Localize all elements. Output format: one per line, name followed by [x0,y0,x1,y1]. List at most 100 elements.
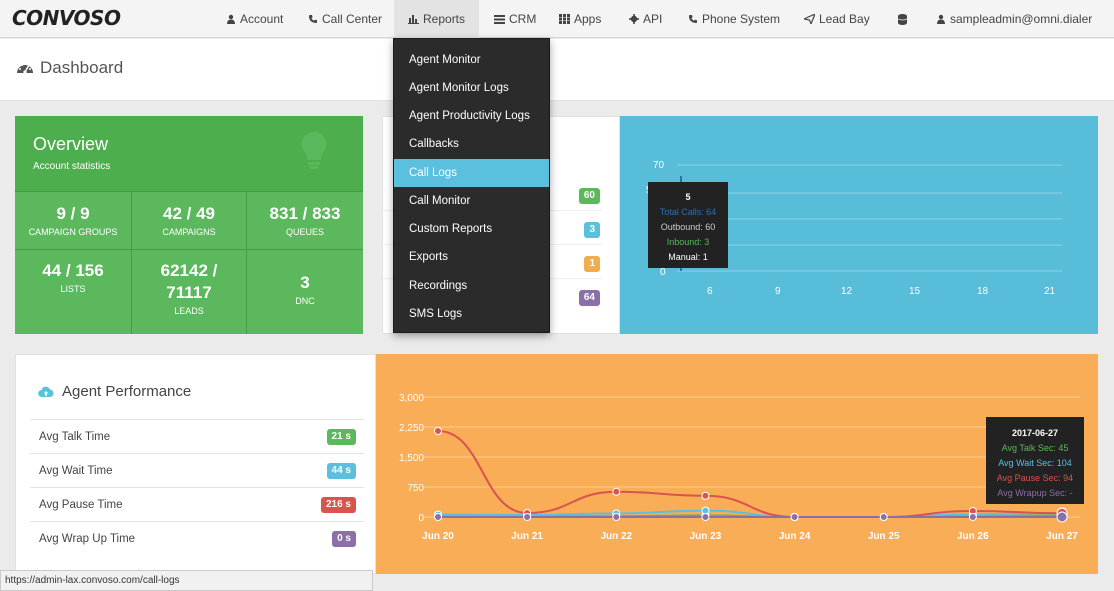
y-tick-label: 750 [407,483,424,494]
phone-icon [309,15,317,23]
nav-account[interactable]: Account [226,0,283,38]
agent-chart-svg: 3,000 2,250 1,500 750 0 Jun 20 Jun 21 Jun 22 Jun… [399,393,1080,542]
nav-crm-label: CRM [509,12,537,26]
x-tick-label: Jun 20 [422,531,454,542]
top-navbar: CONVOSO Account Call Center Reports CRM … [0,0,1114,38]
metric-badge: 21 s [326,429,356,445]
data-point [1056,511,1068,523]
x-tick-label: Jun 22 [600,531,632,542]
x-tick-label: Jun 24 [779,531,811,542]
nav-lead-bay[interactable]: Lead Bay [804,0,870,38]
data-point [612,487,621,496]
phone-icon [689,15,697,23]
overview-title: Overview [33,134,109,154]
menu-item-call-monitor[interactable]: Call Monitor [409,195,471,207]
stat-leads[interactable]: 62142 / 71117 LEADS [132,250,247,334]
stat-campaigns[interactable]: 42 / 49 CAMPAIGNS [132,192,247,250]
tooltip-outbound: Outbound: 60 [660,222,716,232]
database-icon [898,13,907,25]
stat-dnc[interactable]: 3 DNC [295,273,315,306]
data-point [434,427,442,435]
stat-campaign-groups[interactable]: 9 / 9 CAMPAIGN GROUPS [15,192,132,250]
user-icon [937,14,945,24]
agent-chart-tooltip: 2017-06-27 Avg Talk Sec: 45 Avg Wait Sec… [986,417,1084,504]
tooltip-date: 2017-06-27 [1011,428,1059,438]
metric-label: Avg Pause Time [39,499,123,511]
menu-item-call-logs[interactable]: Call Logs [394,159,549,187]
gear-icon [629,14,639,24]
data-point [523,513,532,521]
x-tick-label: Jun 21 [511,531,543,542]
nav-call-center[interactable]: Call Center [308,0,382,38]
menu-item-sms-logs[interactable]: SMS Logs [409,308,463,320]
x-tick-label: Jun 27 [1046,531,1078,542]
outbound-badge: 60 [578,188,600,204]
y-tick-label: 3,000 [399,393,424,404]
menu-item-agent-monitor[interactable]: Agent Monitor [409,54,481,66]
metric-row-wait: Avg Wait Time 44 s [30,453,364,487]
calls-summary-row: 64 [383,285,602,313]
nav-lead-bay-label: Lead Bay [819,12,870,26]
x-tick: 9 [775,286,781,297]
tooltip-inbound: Inbound: 3 [666,237,710,247]
overview-header: Overview Account statistics [15,116,363,192]
nav-phone-system[interactable]: Phone System [688,0,780,38]
tooltip-wait: Avg Wait Sec: 104 [998,458,1072,468]
nav-crm[interactable]: CRM [494,0,536,38]
nav-apps[interactable]: Apps [559,0,601,38]
lightbulb-icon [301,131,327,169]
manual-badge: 1 [584,256,600,272]
browser-status-bar: https://admin-lax.convoso.com/call-logs [0,570,373,591]
y-tick: 70 [653,160,665,171]
metric-badge: 0 s [332,531,356,547]
cloud-upload-icon [38,386,54,397]
series-line [437,509,1063,518]
stat-queues[interactable]: 831 / 833 QUEUES [247,192,363,250]
convoso-logo[interactable]: CONVOSO [12,6,121,30]
nav-database[interactable] [898,0,907,38]
x-tick: 6 [707,286,713,297]
nav-api[interactable]: API [629,0,662,38]
series-line [437,430,1063,518]
overview-panel: Overview Account statistics 9 / 9 CAMPAI… [15,116,363,334]
send-icon [804,14,815,24]
nav-reports[interactable]: Reports [394,0,479,38]
nav-apps-label: Apps [574,12,602,26]
menu-item-agent-monitor-logs[interactable]: Agent Monitor Logs [409,82,509,94]
agent-performance-chart[interactable]: 3,000 2,250 1,500 750 0 Jun 20 Jun 21 Jun 22 Jun… [376,354,1098,574]
metric-label: Avg Wait Time [39,465,113,477]
x-tick-label: Jun 26 [957,531,989,542]
x-tick: 21 [1044,286,1056,297]
data-point [790,513,799,521]
agent-performance-title: Agent Performance [38,383,191,400]
agent-performance-panel: Agent Performance Avg Talk Time 21 s Avg… [15,354,376,574]
overview-subtitle: Account statistics [33,161,111,172]
nav-account-label: Account [240,12,284,26]
overview-stats-grid: 9 / 9 CAMPAIGN GROUPS 42 / 49 CAMPAIGNS … [15,192,363,334]
reports-dropdown-menu: Agent Monitor Agent Monitor Logs Agent P… [393,38,550,333]
data-point [968,513,977,521]
x-tick-label: Jun 23 [690,531,722,542]
menu-item-callbacks[interactable]: Callbacks [409,138,459,150]
menu-item-exports[interactable]: Exports [409,251,448,263]
menu-item-custom-reports[interactable]: Custom Reports [409,223,493,235]
nav-user[interactable]: sampleadmin@omni.dialer [936,0,1092,38]
agent-performance-title-text: Agent Performance [62,383,192,400]
nav-api-label: API [643,12,663,26]
tooltip-manual: Manual: 1 [668,252,708,262]
data-point [701,491,710,500]
dashboard-icon [17,64,33,74]
tooltip-pause: Avg Pause Sec: 94 [996,473,1074,483]
page-title-text: Dashboard [40,58,124,77]
menu-item-recordings[interactable]: Recordings [409,280,468,292]
menu-item-agent-productivity-logs[interactable]: Agent Productivity Logs [409,110,530,122]
metric-row-talk: Avg Talk Time 21 s [30,419,364,453]
bar-chart-icon [408,15,419,24]
metric-row-pause: Avg Pause Time 216 s [30,487,364,521]
nav-phone-system-label: Phone System [702,12,781,26]
tooltip-total: Total Calls: 64 [659,207,717,217]
stat-lists[interactable]: 44 / 156 LISTS [15,250,132,334]
nav-reports-label: Reports [423,12,466,26]
x-tick: 18 [977,286,989,297]
y-tick-label: 1,500 [399,453,424,464]
